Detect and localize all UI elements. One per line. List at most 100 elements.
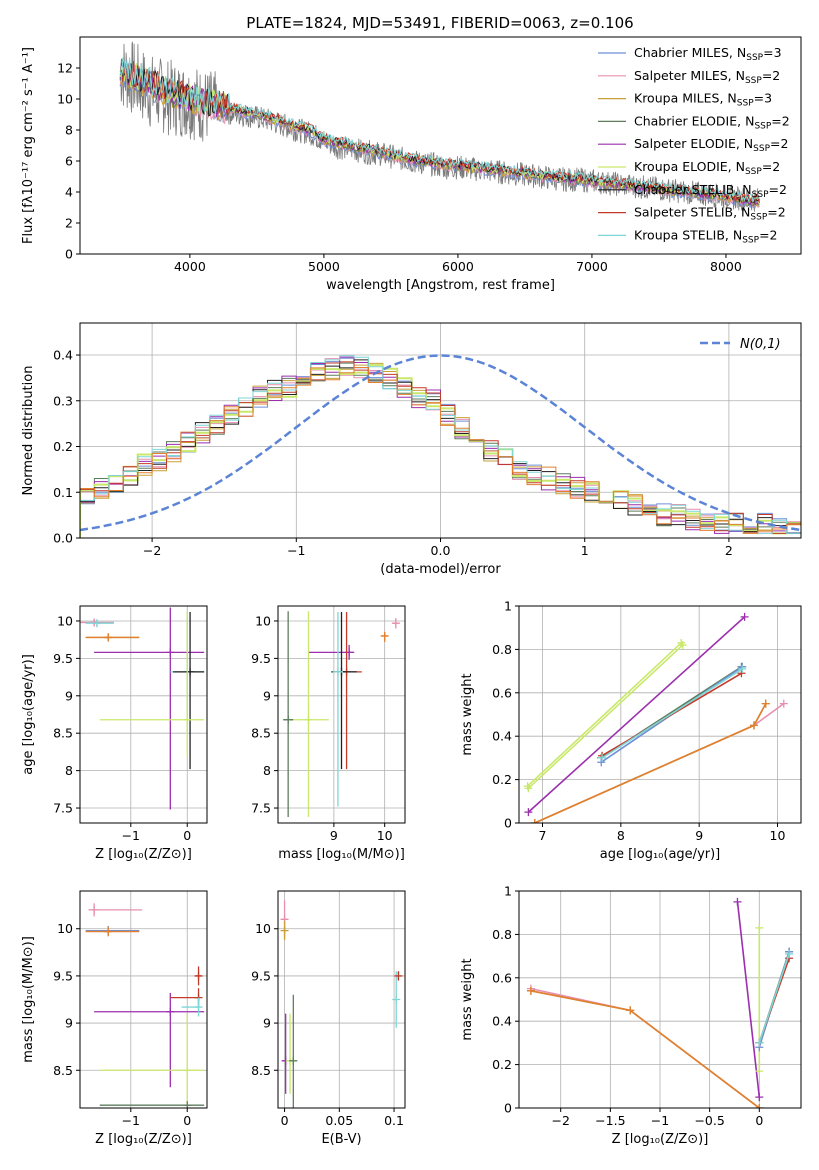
tick-label-y: 0.6 [492, 685, 512, 700]
weight-series-line [736, 901, 761, 1098]
tick-label-x: 7 [539, 828, 547, 843]
tick-label-y: 8 [65, 763, 73, 778]
weight-series-line [530, 987, 760, 1108]
data-point [281, 1013, 290, 1094]
tick-label-y: 8.5 [53, 726, 73, 741]
tick-label-y: 0.0 [53, 531, 73, 546]
histogram-series [80, 367, 801, 538]
point-marker [394, 971, 403, 980]
axes-frame [79, 36, 802, 255]
weight-point-marker [750, 721, 758, 730]
tick-label-x: −1 [651, 1113, 669, 1128]
axes-frame [79, 890, 208, 1109]
weight_vs_Z-axes: −2 −1.5 −1 −0.5 0 0 0.2 0.4 0.6 0.8 1 Z [log₁₀(Z/Z⊙… [460, 884, 802, 1147]
tick-label-y: 0.1 [53, 485, 73, 500]
tick-label-x: −1 [122, 828, 140, 843]
data-point [331, 611, 357, 770]
legend-label: Salpeter MILES, NSSP=2 [634, 68, 780, 86]
point-marker [380, 631, 389, 640]
data-point [391, 617, 400, 629]
data-point [332, 611, 344, 807]
tick-label-x: −0.5 [694, 1113, 724, 1128]
tick-label-y: 9.5 [251, 968, 271, 983]
axis-label-x: Z [log₁₀(Z/Z⊙)] [95, 847, 192, 862]
tick-label-y: 0.8 [492, 927, 512, 942]
residuals-plot-area [80, 354, 801, 538]
tick-label-y: 0.4 [53, 348, 73, 363]
tick-label-y: 10 [57, 921, 73, 936]
legend-label: Kroupa MILES, NSSP=3 [634, 91, 772, 109]
mass_vs_ebv-plot-area [280, 900, 403, 1108]
data-point [94, 992, 205, 1088]
residual-legend: N(0,1) [700, 337, 781, 352]
tick-label-x: 0.1 [384, 1113, 404, 1128]
age_vs_Z-plot-area [80, 607, 205, 810]
weight-point-marker [755, 1104, 764, 1108]
tick-label-y: 10 [57, 613, 73, 628]
tick-label-y: 0.3 [53, 393, 73, 408]
axis-label-x: age [log₁₀(age/yr)] [600, 847, 721, 862]
legend-label: Salpeter STELIB, NSSP=2 [634, 205, 786, 223]
data-point [181, 997, 203, 1017]
tick-label-x: 7000 [576, 259, 608, 274]
tick-label-y: 10 [57, 92, 73, 107]
legend-label: Kroupa STELIB, NSSP=2 [634, 227, 778, 245]
tick-label-y: 0.2 [492, 772, 512, 787]
mass_vs_Z-plot-area [85, 903, 205, 1108]
tick-label-x: 0.0 [431, 543, 451, 558]
axis-label-x: Z [log₁₀(Z/Z⊙)] [612, 1132, 709, 1147]
tick-label-x: 5000 [308, 259, 340, 274]
spectrum-axes: 4000 5000 6000 7000 8000 0 2 4 6 8 10 12 wavelength … [21, 36, 802, 293]
weight-point-marker [761, 699, 770, 708]
tick-label-y: 9 [263, 688, 271, 703]
axis-label-y: mass weight [460, 958, 475, 1040]
spectrum-model-line [119, 60, 760, 204]
data-point [99, 1013, 205, 1104]
tick-label-y: 9.5 [53, 968, 73, 983]
axis-label-y: Normed distribution [21, 366, 36, 496]
tick-label-y: 6 [65, 154, 73, 169]
tick-label-y: 9 [65, 1016, 73, 1031]
tick-label-y: 7.5 [251, 801, 271, 816]
weight-series-line [530, 990, 760, 1108]
point-marker [333, 667, 342, 676]
mass_vs_ebv-axes: 0 0.05 0.1 8.5 9 9.5 10 E(B-V) [251, 890, 406, 1147]
weight-series-line [534, 703, 767, 823]
weight_vs_Z-plot-area [526, 897, 794, 1108]
tick-label-x: 8000 [710, 259, 742, 274]
data-point [85, 619, 114, 628]
weight-point-marker [737, 669, 746, 678]
tick-label-y: 1 [504, 599, 512, 614]
weight-series-line [758, 953, 790, 1044]
spectrum-legend: Chabrier MILES, NSSP=3 Salpeter MILES, NS… [598, 45, 790, 245]
tick-label-x: −1.5 [595, 1113, 625, 1128]
axis-label-x: (data-model)/error [380, 562, 501, 577]
tick-label-x: 1 [581, 543, 589, 558]
weight-point-marker [597, 758, 606, 767]
axis-label-y: mass [log₁₀(M/M⊙)] [21, 936, 36, 1063]
point-marker [194, 971, 203, 980]
axis-label-y: mass weight [460, 673, 475, 755]
tick-label-y: 9 [263, 1016, 271, 1031]
point-marker [304, 715, 313, 724]
tick-label-x: 0.05 [325, 1113, 353, 1128]
tick-label-x: −2 [551, 1113, 569, 1128]
weight-point-marker [785, 949, 794, 958]
weight_vs_age-axes: 7 8 9 10 0 0.2 0.4 0.6 0.8 1 age [log₁₀(age/yr)] ma… [460, 599, 802, 862]
data-point [289, 994, 298, 1108]
point-marker [284, 715, 293, 724]
tick-label-y: 0.2 [53, 439, 73, 454]
axes-frame [277, 890, 406, 1109]
age_vs_Z-axes: −1 0 7.5 8 8.5 9 9.5 10 Z [log₁₀(Z/Z⊙)] age [log₁… [21, 605, 208, 862]
weight-series-line [527, 642, 682, 787]
point-marker [104, 927, 113, 936]
tick-label-y: 8.5 [251, 726, 271, 741]
tick-label-x: −1 [287, 543, 305, 558]
weight-point-marker [733, 897, 742, 906]
weight-point-marker [526, 986, 535, 995]
age_vs_mass-plot-area [283, 611, 400, 818]
weight-point-marker [738, 664, 747, 673]
axis-label-y: age [log₁₀(age/yr)] [21, 654, 36, 775]
data-point [394, 971, 403, 981]
